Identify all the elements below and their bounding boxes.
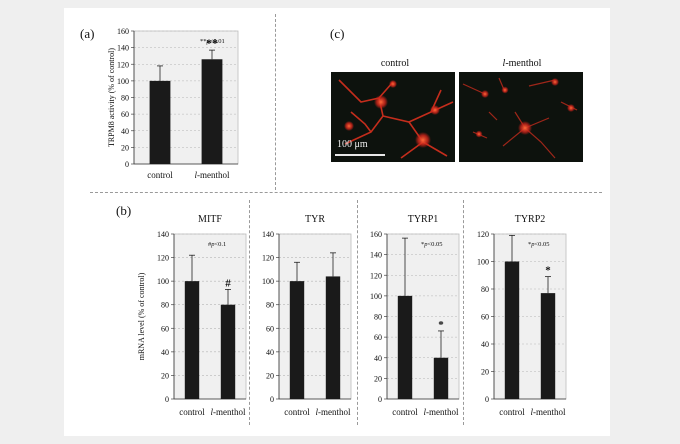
y-tick-label: 0 (125, 160, 129, 169)
y-tick-label: 60 (161, 324, 169, 333)
micrograph-l-menthol-cells (462, 77, 578, 159)
y-tick-label: 20 (374, 374, 382, 383)
y-tick-label: 40 (266, 348, 274, 357)
chart-tyrp1: 0 20 40 60 80 100 120 140 160 control * l-menthol *p… (370, 214, 460, 417)
panel-label-a: (a) (80, 26, 95, 41)
y-tick-label: 60 (374, 333, 382, 342)
y-tick-label: 140 (262, 230, 274, 239)
y-tick-label: 0 (270, 395, 274, 404)
chart-tyr: 0 20 40 60 80 100 120 140 control l-menthol TYR (262, 214, 352, 417)
y-tick-label: 140 (117, 44, 129, 53)
significance-marker: * (545, 265, 551, 277)
y-axis-label: mRNA level (% of control) (137, 272, 146, 360)
category-label: l-menthol (530, 407, 566, 417)
caption-suffix: -menthol (505, 58, 542, 69)
y-tick-label: 120 (370, 271, 382, 280)
bar (504, 261, 520, 399)
bar (220, 304, 236, 399)
significance-note: #p<0.1 (208, 241, 226, 248)
y-tick-label: 120 (117, 60, 129, 69)
y-tick-label: 140 (157, 230, 169, 239)
y-tick-label: 20 (481, 368, 489, 377)
y-tick-label: 100 (477, 258, 489, 267)
separator-tyr-tyrp1 (357, 200, 358, 425)
plot-area (278, 233, 352, 400)
y-tick-label: 60 (481, 313, 489, 322)
bar (184, 281, 200, 399)
y-tick-label: 100 (157, 277, 169, 286)
category-label: control (392, 407, 418, 417)
category-label: control (284, 407, 310, 417)
micrograph-control-cells (335, 79, 454, 159)
y-tick-label: 0 (485, 395, 489, 404)
y-tick-label: 80 (481, 285, 489, 294)
y-tick-label: 80 (266, 301, 274, 310)
significance-marker: # (225, 277, 231, 289)
y-tick-label: 80 (161, 301, 169, 310)
y-tick-label: 80 (121, 94, 129, 103)
y-tick-label: 120 (262, 254, 274, 263)
micrograph-control: 100 μm (331, 72, 455, 162)
y-tick-label: 120 (477, 230, 489, 239)
y-tick-label: 40 (374, 354, 382, 363)
micrograph-l-menthol (459, 72, 583, 162)
chart-title: TYRP1 (408, 214, 439, 225)
category-label: control (499, 407, 525, 417)
separator-mitf-tyr (249, 200, 250, 425)
caption-italic-l: l (502, 58, 506, 69)
y-tick-label: 40 (161, 348, 169, 357)
bar (289, 281, 305, 399)
separator-a-c (275, 14, 276, 190)
bar (201, 59, 223, 165)
y-tick-label: 60 (121, 110, 129, 119)
chart-mitf: 0 20 40 60 80 100 120 140 control # l-menthol #p<0.… (137, 214, 247, 417)
micrograph-caption-control: control (380, 58, 410, 69)
y-tick-label: 0 (378, 395, 382, 404)
significance-note: *p<0.05 (528, 241, 550, 248)
chart-title: MITF (198, 214, 222, 225)
y-tick-label: 100 (370, 292, 382, 301)
category-label: control (179, 407, 205, 417)
chart-tyrp2: 0 20 40 60 80 100 120 control * l-menthol *p<0.05 T… (477, 214, 567, 417)
y-tick-label: 20 (266, 371, 274, 380)
scale-bar (335, 154, 385, 156)
y-tick-label: 100 (262, 277, 274, 286)
y-tick-label: 120 (157, 254, 169, 263)
separator-top-bottom (90, 192, 602, 193)
chart-title: TYR (305, 214, 325, 225)
category-label: control (147, 170, 173, 180)
y-tick-label: 60 (266, 324, 274, 333)
y-axis-label: TRPM8 activity (% of control) (107, 48, 116, 147)
y-tick-label: 80 (374, 313, 382, 322)
y-tick-label: 40 (121, 127, 129, 136)
category-label: l-menthol (210, 407, 246, 417)
y-tick-label: 100 (117, 77, 129, 86)
bar (325, 276, 341, 399)
category-label: l-menthol (194, 170, 230, 180)
y-tick-label: 20 (161, 371, 169, 380)
scale-bar-label: 100 μm (337, 139, 368, 150)
y-tick-label: 140 (370, 251, 382, 260)
y-tick-label: 160 (117, 28, 129, 36)
panel-label-c: (c) (330, 26, 345, 41)
y-tick-label: 160 (370, 230, 382, 239)
chart-trpm8-activity: 0 20 40 60 80 100 120 140 160 control ** l-menthol *… (107, 28, 239, 180)
category-label: l-menthol (315, 407, 351, 417)
y-tick-label: 40 (481, 340, 489, 349)
bar (433, 357, 449, 399)
panel-label-b: (b) (116, 203, 132, 218)
y-tick-label: 20 (121, 143, 129, 152)
category-label: l-menthol (423, 407, 459, 417)
significance-marker: ** (206, 36, 218, 50)
bar (149, 80, 171, 164)
micrograph-caption-l-menthol: l-menthol (452, 58, 592, 69)
bar (397, 295, 413, 399)
significance-marker: * (438, 319, 444, 331)
significance-note: **p<0.01 (200, 38, 225, 45)
significance-note: *p<0.05 (421, 241, 443, 248)
bar (540, 293, 556, 399)
y-tick-label: 0 (165, 395, 169, 404)
separator-tyrp1-tyrp2 (463, 200, 464, 425)
chart-title: TYRP2 (515, 214, 546, 225)
